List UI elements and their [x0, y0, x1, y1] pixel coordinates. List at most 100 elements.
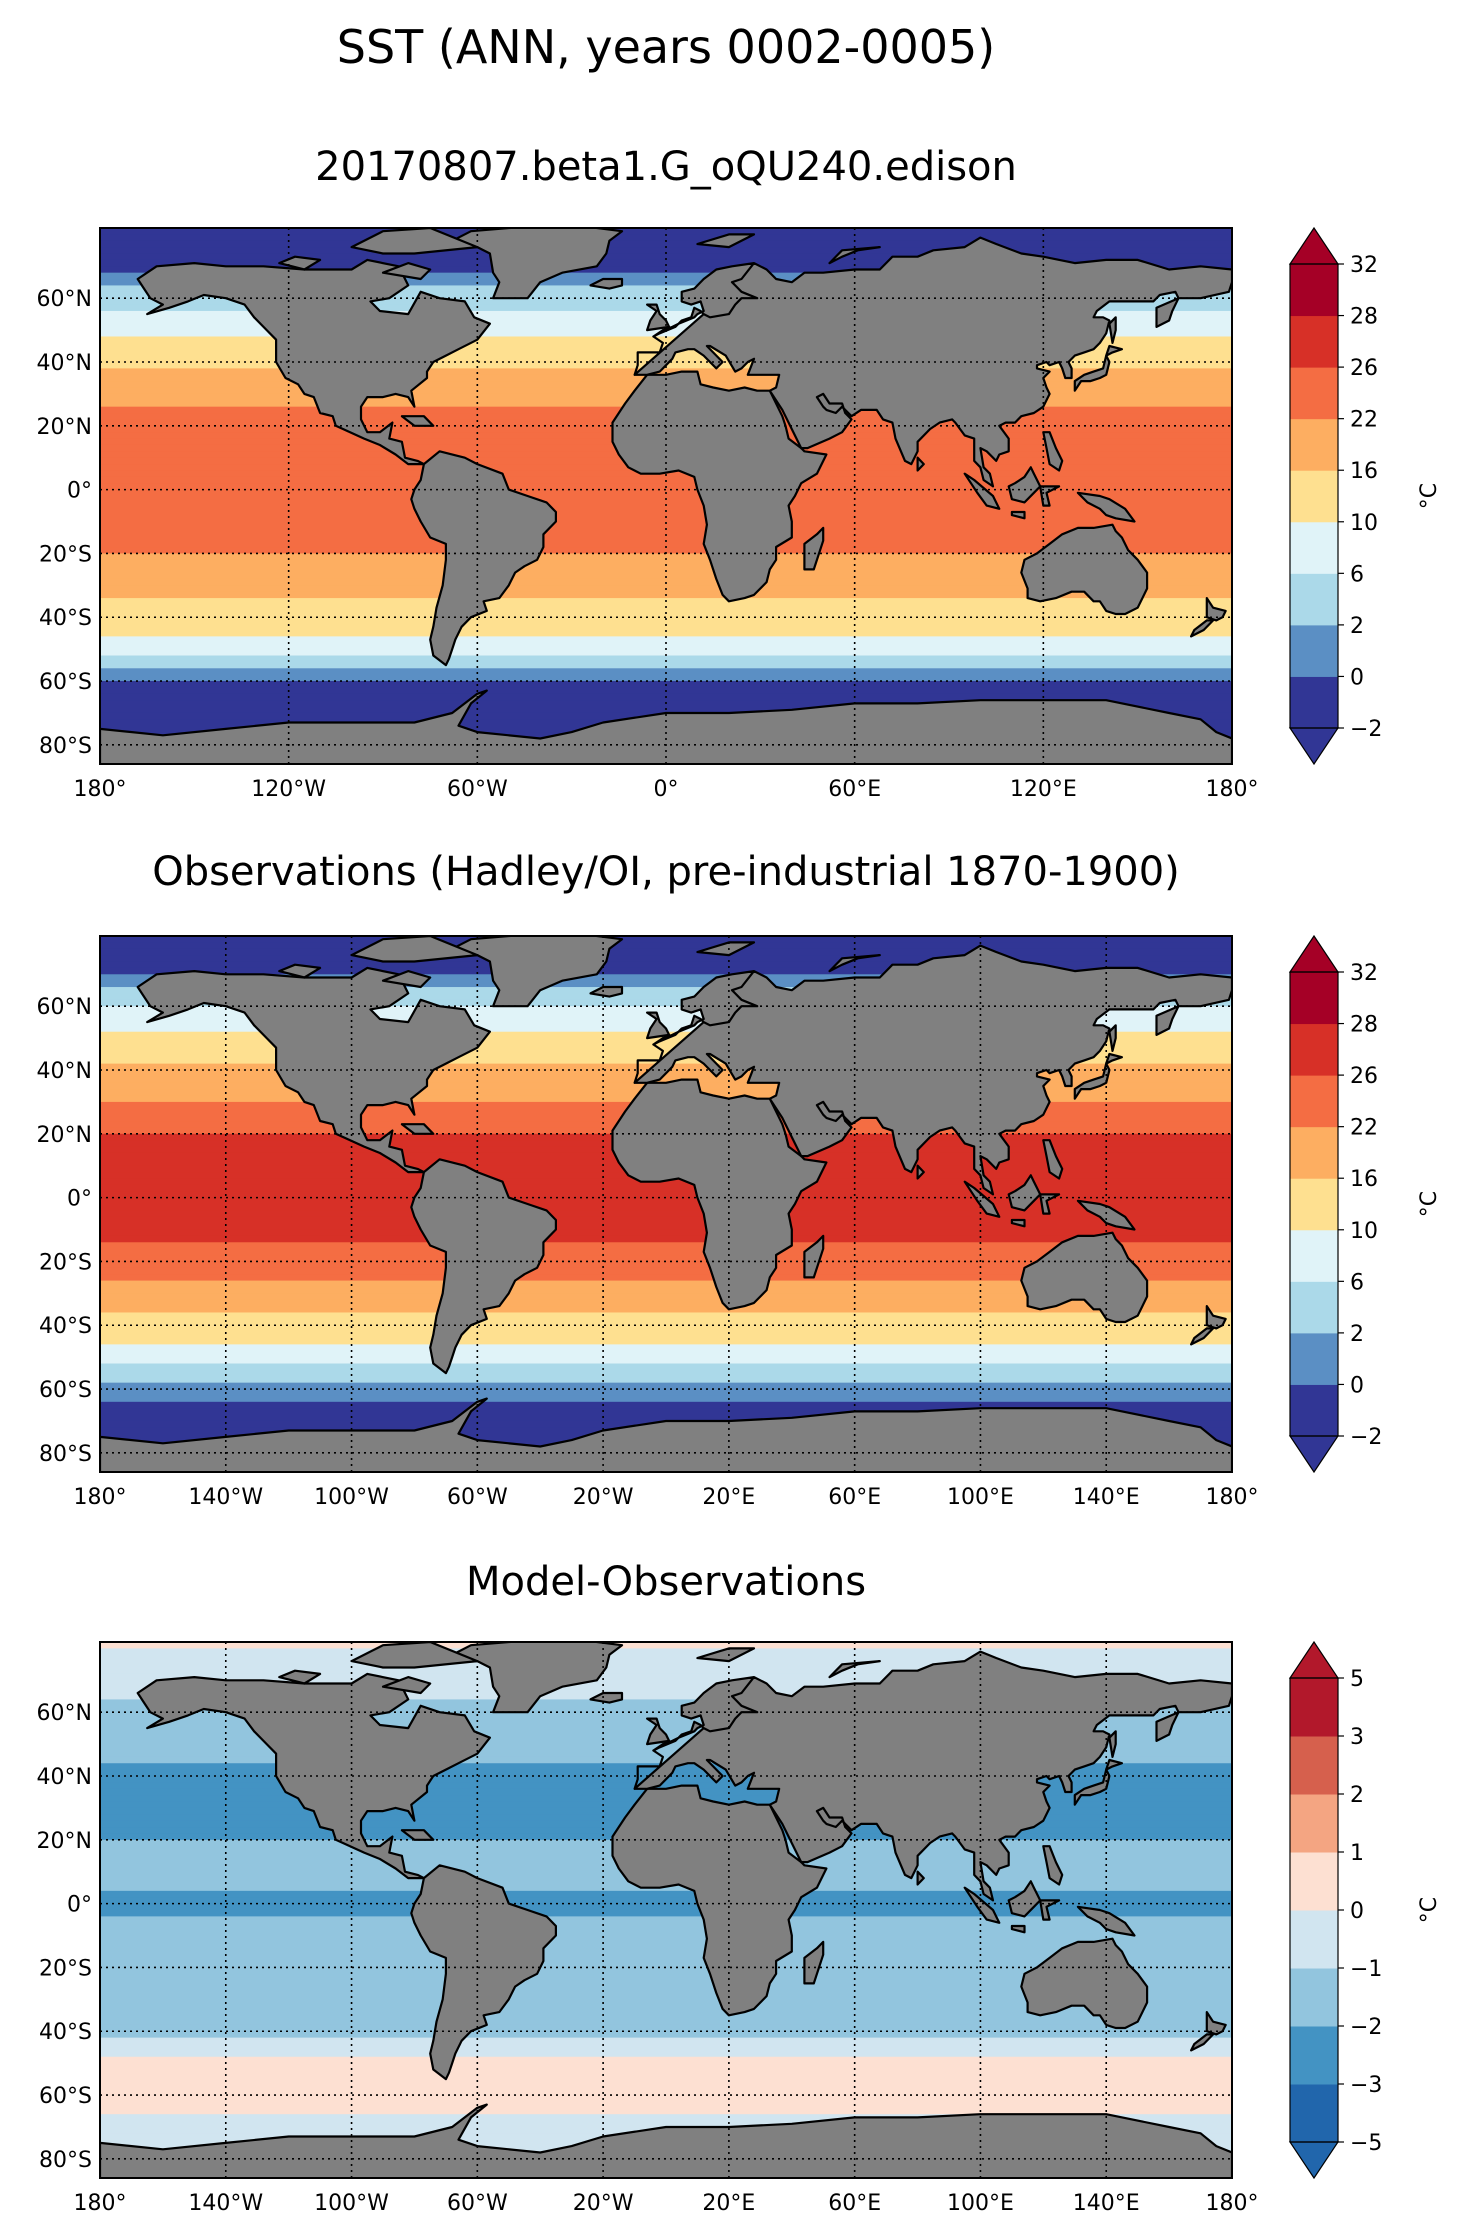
colorbar-tick-label: −5 — [1350, 2131, 1382, 2156]
colorbar-extend-high — [1288, 226, 1340, 265]
sst-band — [100, 1242, 1232, 1250]
sst-band — [100, 1286, 1232, 1295]
colorbar-tick-label: 2 — [1350, 1783, 1364, 1808]
sst-band — [100, 1350, 1232, 1359]
colorbar-segment — [1290, 264, 1338, 317]
y-tick-label: 40°N — [37, 351, 92, 376]
colorbar-segment — [1290, 624, 1338, 677]
sst-band — [100, 1673, 1232, 1682]
sst-band — [100, 1724, 1232, 1733]
sst-band — [100, 1686, 1232, 1695]
sst-band — [100, 1408, 1232, 1416]
y-tick-label: 60°S — [39, 2084, 92, 2109]
sst-band — [100, 999, 1232, 1008]
sst-band — [100, 967, 1232, 976]
colorbar-segment — [1290, 1281, 1338, 1334]
x-tick-label: 120°W — [251, 777, 326, 802]
colorbar-tick-label: 28 — [1350, 305, 1378, 330]
sst-band — [100, 1318, 1232, 1327]
sst-band — [100, 1216, 1232, 1225]
land-polygon — [828, 953, 881, 973]
x-tick-label: 20°W — [573, 2191, 634, 2216]
sst-band — [100, 1331, 1232, 1339]
colorbar-tick-label: 0 — [1350, 1373, 1364, 1398]
y-tick-label: 60°N — [37, 1701, 92, 1726]
x-tick-label: 140°W — [188, 1485, 263, 1510]
colorbar-tick-label: 10 — [1350, 1219, 1378, 1244]
colorbar-extend-low — [1288, 727, 1340, 766]
colorbar-tick-label: −2 — [1350, 717, 1382, 742]
land-polygon — [1020, 523, 1149, 616]
land-polygon — [1076, 1905, 1136, 1937]
land-polygon — [645, 303, 671, 332]
sst-band — [100, 1744, 1232, 1752]
panel-title: Observations (Hadley/OI, pre-industrial … — [152, 849, 1180, 895]
land-polygon — [1108, 1730, 1117, 1759]
x-tick-label: 20°E — [702, 1485, 755, 1510]
sst-band — [100, 636, 1232, 644]
sst-band — [100, 2005, 1232, 2014]
x-tick-label: 180° — [1206, 1485, 1259, 1510]
sst-band — [100, 508, 1232, 517]
y-tick-label: 0° — [67, 479, 92, 504]
sst-band — [100, 1325, 1232, 1333]
sst-band — [100, 2107, 1232, 2116]
panel-title: 20170807.beta1.G_oQU240.edison — [315, 144, 1017, 190]
sst-band — [100, 942, 1232, 950]
x-tick-label: 60°E — [828, 2191, 881, 2216]
land-polygon — [1010, 1924, 1026, 1934]
sst-band — [100, 1929, 1232, 1937]
land-polygon — [410, 450, 558, 667]
colorbar-tick-label: 32 — [1350, 961, 1378, 986]
sst-band — [100, 1235, 1232, 1244]
sst-band — [100, 1280, 1232, 1288]
sst-band — [100, 1299, 1232, 1308]
sst-band — [100, 1935, 1232, 1943]
sst-band — [100, 642, 1232, 651]
map-frame — [99, 935, 1233, 1473]
sst-band — [100, 1642, 1232, 1650]
land-polygon — [645, 1011, 671, 1040]
sst-band — [100, 2069, 1232, 2077]
x-tick-label: 60°E — [828, 1485, 881, 1510]
land-polygon — [1007, 466, 1042, 504]
sst-band — [100, 1376, 1232, 1384]
colorbar-segment — [1290, 367, 1338, 420]
sst-band — [100, 1293, 1232, 1301]
sst-band — [100, 661, 1232, 670]
colorbar-tick-label: 32 — [1350, 253, 1378, 278]
sst-band — [100, 2056, 1232, 2065]
colorbar-tick-label: 6 — [1350, 562, 1364, 587]
sst-band — [100, 610, 1232, 619]
land-polygon — [1007, 1174, 1042, 1212]
sst-band — [100, 228, 1232, 236]
colorbar-segment — [1290, 315, 1338, 368]
land-polygon — [828, 1659, 881, 1679]
y-tick-label: 40°N — [37, 1059, 92, 1084]
x-tick-label: 20°W — [573, 1485, 634, 1510]
sst-band — [100, 266, 1232, 274]
colorbar-unit-label: °C — [1417, 483, 1442, 509]
colorbar-tick-label: 28 — [1350, 1013, 1378, 1038]
land-polygon — [438, 228, 624, 300]
land-polygon — [645, 1717, 671, 1746]
sst-band — [100, 1274, 1232, 1282]
sst-band — [100, 1018, 1232, 1027]
x-tick-label: 180° — [74, 777, 127, 802]
land-polygon — [1076, 1199, 1136, 1231]
colorbar-tick-label: 2 — [1350, 614, 1364, 639]
sst-band — [100, 1306, 1232, 1314]
colorbar-segment — [1290, 1736, 1338, 1795]
x-tick-label: 120°E — [1010, 777, 1077, 802]
sst-band — [100, 1076, 1232, 1084]
sst-band — [100, 1267, 1232, 1276]
sst-band — [100, 1363, 1232, 1371]
y-tick-label: 80°S — [39, 1442, 92, 1467]
colorbar-tick-label: −3 — [1350, 2073, 1382, 2098]
sst-band — [100, 936, 1232, 944]
x-tick-label: 60°W — [447, 777, 508, 802]
land-polygon — [1073, 1052, 1124, 1100]
colorbar-tick-label: 16 — [1350, 459, 1378, 484]
y-tick-label: 80°S — [39, 734, 92, 759]
x-tick-label: 20°E — [702, 2191, 755, 2216]
